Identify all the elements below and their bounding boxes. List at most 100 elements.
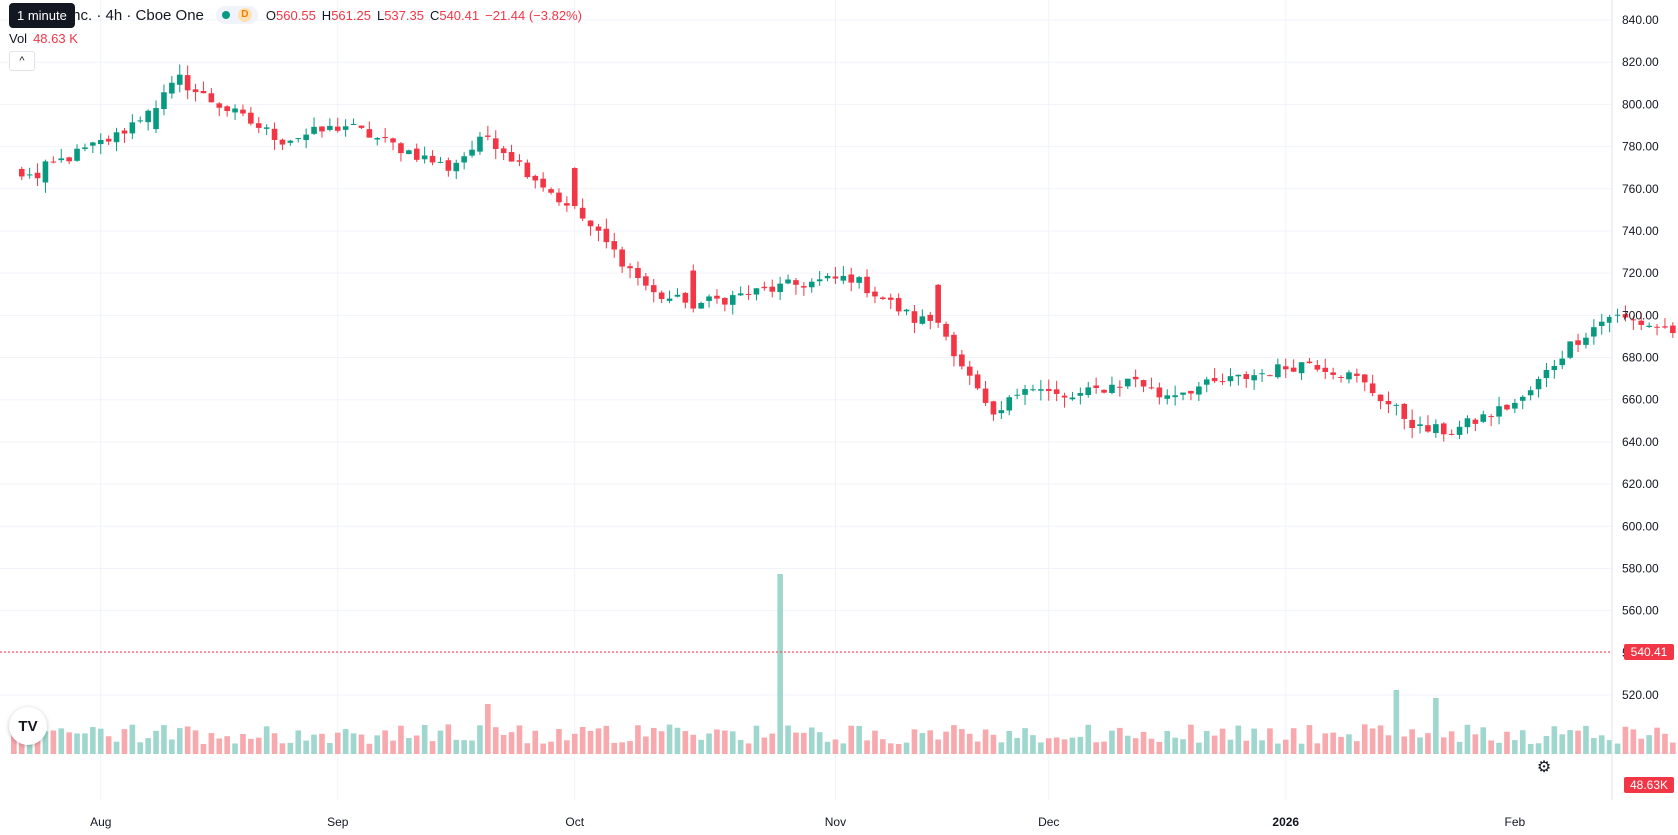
candle-body bbox=[1322, 367, 1329, 373]
symbol-title[interactable]: Inc. · 4h · Cboe One bbox=[68, 6, 204, 24]
volume-bar bbox=[216, 738, 223, 754]
candle-body bbox=[1101, 389, 1107, 393]
candle-body bbox=[793, 280, 799, 285]
candle-body bbox=[619, 249, 625, 267]
volume-bar bbox=[485, 704, 491, 754]
volume-bars bbox=[11, 574, 1678, 754]
volume-bar bbox=[1243, 740, 1250, 754]
volume-bar bbox=[1606, 740, 1613, 754]
volume-bar bbox=[1638, 738, 1645, 754]
volume-bar bbox=[1583, 725, 1589, 754]
candle-body bbox=[1496, 406, 1502, 417]
volume-bar bbox=[240, 733, 246, 754]
volume-bar bbox=[350, 733, 357, 754]
candle-body bbox=[998, 410, 1005, 414]
gear-icon[interactable]: ⚙ bbox=[1536, 759, 1552, 776]
status-badges[interactable]: D bbox=[215, 6, 258, 24]
candle-body bbox=[350, 123, 357, 125]
candle-body bbox=[801, 286, 807, 288]
volume-bar bbox=[1290, 728, 1297, 754]
volume-bar bbox=[690, 734, 697, 754]
volume-bar bbox=[1488, 740, 1494, 754]
volume-bar bbox=[816, 732, 823, 754]
volume-bar bbox=[666, 724, 673, 754]
volume-bar bbox=[153, 730, 159, 754]
price-tick-label: 800.00 bbox=[1622, 97, 1659, 111]
candle-body bbox=[1543, 369, 1550, 379]
volume-bar bbox=[319, 733, 325, 754]
candle-body bbox=[1464, 418, 1471, 428]
interval-tooltip: 1 minute bbox=[9, 3, 75, 28]
candle-body bbox=[1385, 400, 1392, 405]
volume-bar bbox=[556, 728, 562, 754]
volume-bar bbox=[366, 743, 373, 754]
candle-body bbox=[698, 302, 704, 309]
candle-body bbox=[856, 277, 862, 283]
candle-body bbox=[1219, 381, 1226, 383]
volume-bar bbox=[303, 740, 309, 754]
candle-body bbox=[1164, 395, 1171, 399]
candle-body bbox=[548, 189, 554, 193]
candle-body bbox=[1480, 414, 1487, 422]
volume-bar bbox=[974, 741, 981, 754]
volume-bar bbox=[1662, 733, 1668, 754]
candle-body bbox=[374, 137, 381, 140]
candle-body bbox=[1377, 394, 1384, 402]
candle-body bbox=[1551, 366, 1558, 371]
candle-body bbox=[216, 103, 223, 108]
candle-body bbox=[777, 283, 783, 293]
volume-bar bbox=[58, 728, 65, 754]
volume-bar bbox=[1330, 732, 1336, 754]
collapse-legend-button[interactable]: ^ bbox=[9, 51, 35, 71]
volume-bar bbox=[42, 731, 49, 754]
candle-body bbox=[682, 292, 689, 303]
candle-body bbox=[1369, 383, 1376, 394]
volume-bar bbox=[911, 729, 918, 754]
volume-bar bbox=[358, 734, 365, 754]
candle-body bbox=[1211, 378, 1218, 382]
candle-body bbox=[872, 291, 878, 297]
candle-body bbox=[153, 108, 159, 130]
candle-body bbox=[737, 293, 744, 296]
tradingview-logo-icon[interactable]: TV bbox=[9, 707, 47, 745]
volume-bar bbox=[137, 742, 144, 754]
volume-bar bbox=[1472, 734, 1479, 754]
volume-bar bbox=[643, 736, 649, 754]
time-tick-label: Oct bbox=[565, 815, 584, 829]
time-axis: Aug Sep Oct Nov Dec 2026 Feb bbox=[90, 815, 1525, 829]
volume-bar bbox=[145, 738, 151, 754]
candle-body bbox=[1575, 340, 1581, 345]
volume-bar bbox=[848, 725, 855, 754]
candle-body bbox=[129, 122, 136, 134]
volume-bar bbox=[1196, 742, 1202, 754]
volume-bar bbox=[1053, 737, 1060, 754]
volume-bar bbox=[192, 730, 199, 754]
candle-body bbox=[1124, 378, 1131, 387]
candle-body bbox=[1567, 341, 1573, 358]
candle-body bbox=[1267, 375, 1273, 377]
candle-body bbox=[1022, 389, 1028, 395]
candle-body bbox=[1132, 376, 1139, 380]
candle-body bbox=[1196, 386, 1202, 395]
candle-body bbox=[1401, 403, 1408, 419]
candle-body bbox=[1654, 326, 1660, 328]
volume-bar bbox=[1156, 741, 1163, 754]
volume-bar bbox=[1038, 742, 1044, 754]
volume-bar bbox=[311, 734, 317, 754]
candle-body bbox=[769, 286, 776, 292]
volume-bar bbox=[82, 733, 88, 754]
price-tick-label: 520.00 bbox=[1622, 688, 1659, 702]
time-tick-label: Nov bbox=[825, 815, 846, 829]
candle-body bbox=[706, 296, 712, 301]
volume-bar bbox=[1614, 743, 1621, 754]
volume-bar bbox=[856, 725, 862, 754]
candle-body bbox=[1606, 317, 1613, 323]
candle-body bbox=[1440, 423, 1447, 435]
candle-body bbox=[34, 172, 41, 179]
volume-bar bbox=[1433, 698, 1439, 754]
volume-bar bbox=[1117, 727, 1123, 754]
candle-body bbox=[113, 132, 120, 143]
candle-body bbox=[745, 293, 752, 295]
ohlc-open: O560.55 bbox=[265, 7, 316, 23]
